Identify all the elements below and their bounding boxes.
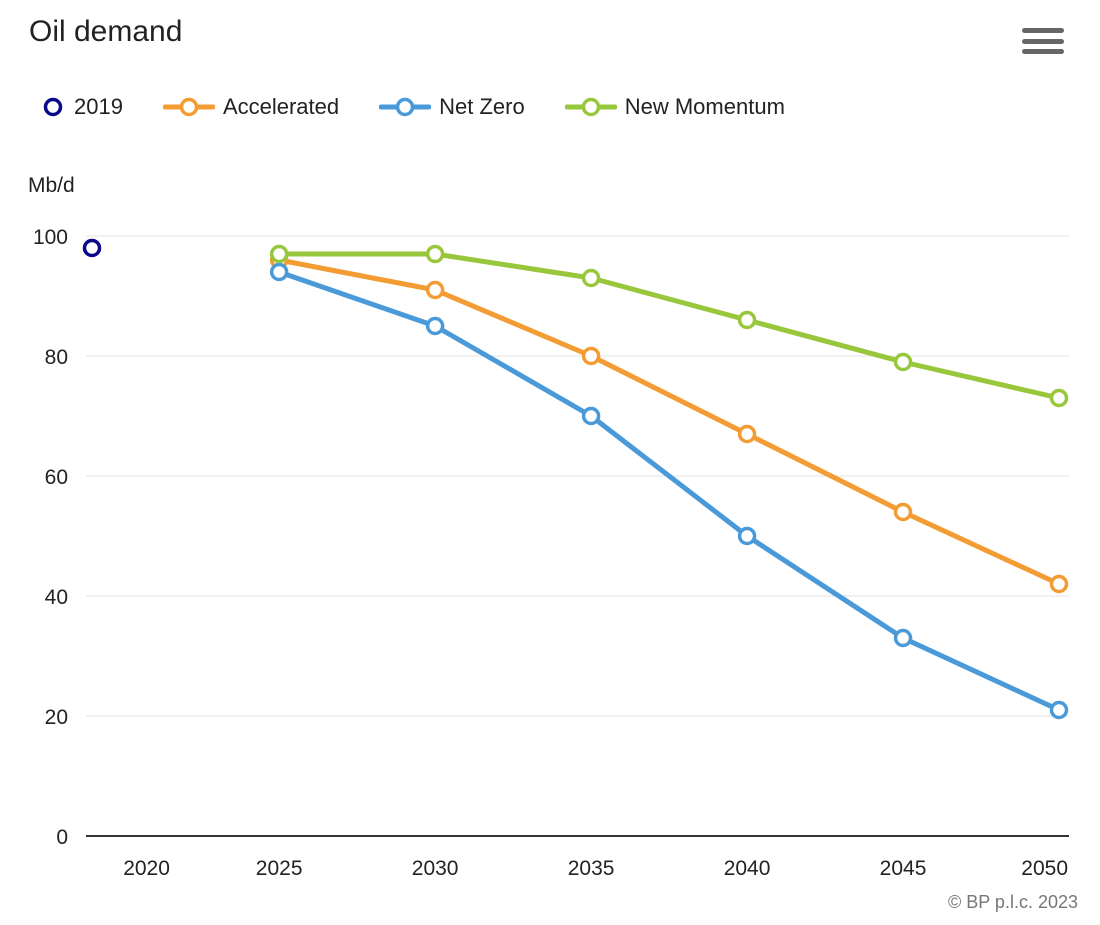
legend-label: New Momentum <box>624 94 785 119</box>
legend-marker-icon <box>43 97 63 117</box>
y-tick-label: 100 <box>33 226 68 249</box>
y-tick-label: 0 <box>56 826 68 849</box>
legend-label: 2019 <box>74 94 123 119</box>
hamburger-menu-icon[interactable] <box>1022 24 1064 58</box>
x-tick-label: 2050 <box>1021 857 1068 880</box>
legend-item[interactable]: Accelerated <box>162 94 340 120</box>
data-point <box>425 280 445 300</box>
menu-bar <box>1022 38 1064 44</box>
legend-item[interactable]: 2019 <box>40 94 123 120</box>
series-line <box>276 251 1062 401</box>
data-point <box>82 238 102 258</box>
data-point <box>269 262 289 282</box>
series-line <box>276 257 1062 587</box>
menu-bar <box>1022 49 1064 54</box>
legend-item[interactable]: New Momentum <box>564 94 785 120</box>
data-point <box>425 244 445 264</box>
y-tick-label: 80 <box>45 346 68 369</box>
data-point <box>1049 388 1069 408</box>
data-point <box>425 316 445 336</box>
data-point <box>737 526 757 546</box>
legend-marker-icon <box>162 97 215 117</box>
y-tick-label: 40 <box>45 586 68 609</box>
y-axis-label: Mb/d <box>28 174 75 197</box>
legend-item[interactable]: Net Zero <box>379 94 525 120</box>
data-point <box>737 424 757 444</box>
data-point <box>581 346 601 366</box>
x-tick-label: 2025 <box>256 857 303 880</box>
data-point <box>893 628 913 648</box>
data-point <box>1049 574 1069 594</box>
x-tick-label: 2040 <box>724 857 771 880</box>
x-tick-label: 2045 <box>880 857 927 880</box>
legend-label: Accelerated <box>222 94 340 119</box>
y-tick-label: 20 <box>45 706 68 729</box>
chart-legend: 2019 Accelerated Net Zero New Momentum <box>40 94 825 120</box>
x-tick-label: 2035 <box>568 857 615 880</box>
series-line <box>276 269 1062 713</box>
data-point <box>893 502 913 522</box>
legend-label: Net Zero <box>439 94 525 119</box>
data-point <box>581 406 601 426</box>
chart-title: Oil demand <box>29 15 183 48</box>
data-point <box>893 352 913 372</box>
legend-marker-icon <box>564 97 617 117</box>
copyright-credit: © BP p.l.c. 2023 <box>947 892 1078 912</box>
x-tick-label: 2030 <box>412 857 459 880</box>
data-point <box>1049 700 1069 720</box>
menu-bar <box>1022 28 1064 33</box>
data-point <box>269 244 289 264</box>
data-point <box>581 268 601 288</box>
x-tick-label: 2020 <box>123 857 170 880</box>
y-tick-label: 60 <box>45 466 68 489</box>
data-point <box>737 310 757 330</box>
legend-marker-icon <box>379 97 432 117</box>
